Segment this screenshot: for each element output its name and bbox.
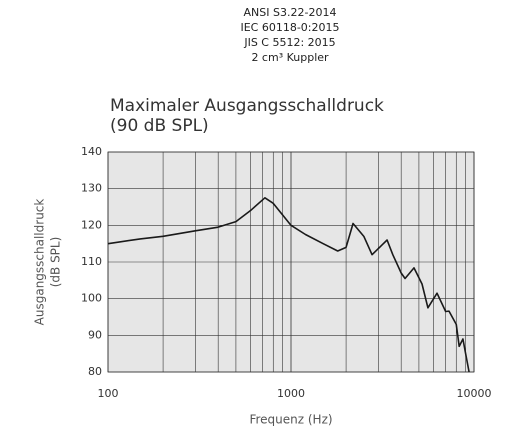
- y-axis-label: Ausgangsschalldruck: [33, 199, 47, 326]
- x-tick-label: 100: [98, 387, 119, 400]
- y-tick-label: 100: [81, 292, 102, 305]
- data-line: [107, 197, 470, 373]
- y-tick-label: 110: [81, 255, 102, 268]
- y-axis-label: (dB SPL): [49, 237, 63, 288]
- x-tick-label: 1000: [277, 387, 305, 400]
- plot-frame: [107, 151, 475, 373]
- x-axis-label: Frequenz (Hz): [249, 413, 332, 427]
- chart-title: (90 dB SPL): [110, 116, 209, 136]
- y-tick-label: 140: [81, 145, 102, 158]
- header-line: 2 cm³ Kuppler: [251, 51, 329, 64]
- header-line: IEC 60118-0:2015: [240, 21, 339, 34]
- x-tick-label: 10000: [457, 387, 492, 400]
- y-tick-label: 90: [88, 328, 102, 341]
- y-tick-label: 130: [81, 182, 102, 195]
- header-line: ANSI S3.22-2014: [244, 6, 337, 19]
- chart-title: Maximaler Ausgangsschalldruck: [110, 96, 384, 116]
- header-line: JIS C 5512: 2015: [243, 36, 335, 49]
- y-tick-label: 80: [88, 365, 102, 378]
- y-tick-label: 120: [81, 218, 102, 231]
